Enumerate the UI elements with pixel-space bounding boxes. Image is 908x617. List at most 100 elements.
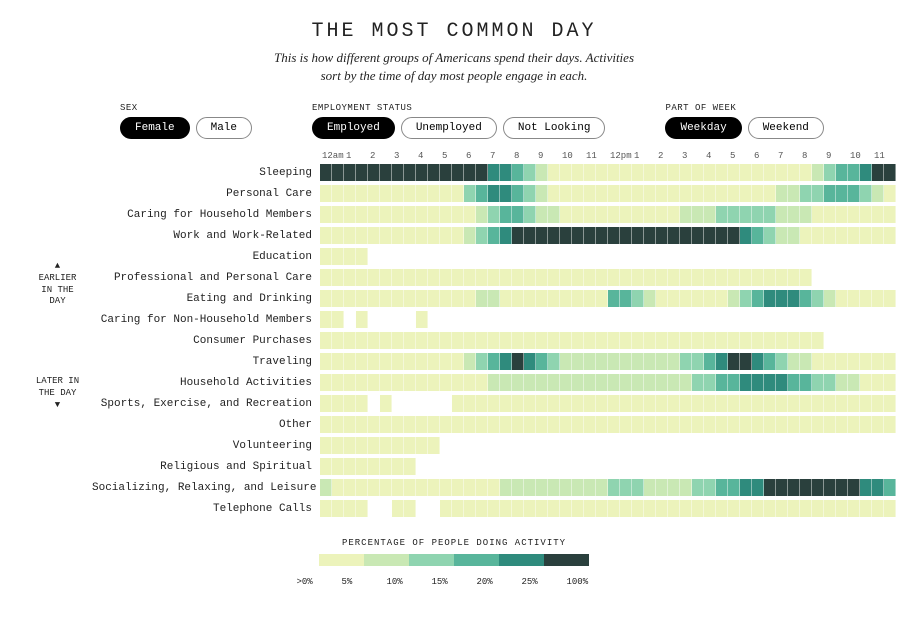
heatmap-cell (836, 311, 848, 328)
heatmap-cell (332, 437, 344, 454)
heatmap-cell (788, 500, 800, 517)
heatmap-cell (380, 374, 392, 391)
activity-label: Sports, Exercise, and Recreation (92, 398, 320, 410)
heatmap-cell (440, 206, 452, 223)
heatmap-cell (740, 479, 752, 496)
heatmap-cell (656, 164, 668, 181)
heatmap-cell (776, 458, 788, 475)
heatmap-cell (620, 206, 632, 223)
heatmap-cell (776, 479, 788, 496)
filter-group-employment: EMPLOYMENT STATUS Employed Unemployed Not … (312, 103, 605, 139)
pill-week-weekday[interactable]: Weekday (665, 117, 741, 139)
heatmap-cell (860, 395, 872, 412)
heatmap-cell (752, 269, 764, 286)
heatmap-cell (356, 248, 368, 265)
heatmap-cell (428, 416, 440, 433)
heatmap-cell (656, 395, 668, 412)
heatmap-cell (620, 290, 632, 307)
heatmap-cell (488, 353, 500, 370)
heatmap-cell (680, 416, 692, 433)
heatmap-cell (728, 395, 740, 412)
heatmap-cell (692, 290, 704, 307)
heatmap-cell (644, 290, 656, 307)
heatmap-cell (536, 479, 548, 496)
heatmap-cell (452, 227, 464, 244)
heatmap-cell (380, 500, 392, 517)
heatmap-cell (344, 332, 356, 349)
heatmap-cell (416, 290, 428, 307)
heatmap-cell (860, 185, 872, 202)
heatmap-cell (536, 290, 548, 307)
heatmap-cell (536, 458, 548, 475)
heatmap-cell (752, 206, 764, 223)
heatmap-cell (572, 353, 584, 370)
heatmap-cell (716, 164, 728, 181)
pill-employment-employed[interactable]: Employed (312, 117, 395, 139)
heatmap-cell (356, 227, 368, 244)
heatmap-cell (656, 479, 668, 496)
heatmap-cell (812, 479, 824, 496)
pill-week-weekend[interactable]: Weekend (748, 117, 824, 139)
heatmap-cell (488, 416, 500, 433)
heatmap-cell (452, 437, 464, 454)
pill-sex-female[interactable]: Female (120, 117, 190, 139)
heatmap-cell (440, 248, 452, 265)
heatmap-cell (356, 374, 368, 391)
heatmap-cell (752, 437, 764, 454)
heatmap-cell (380, 353, 392, 370)
heatmap-cell (500, 353, 512, 370)
heatmap-cell (824, 332, 836, 349)
heatmap-cell (824, 290, 836, 307)
hour-tick: 3 (682, 151, 706, 161)
heatmap-cell (752, 332, 764, 349)
heatmap-cell (404, 374, 416, 391)
heatmap-cell (740, 269, 752, 286)
heatmap-cell (524, 206, 536, 223)
heatmap-cell (692, 437, 704, 454)
heatmap-cell (740, 290, 752, 307)
heatmap-cell (452, 458, 464, 475)
heatmap-cell (752, 185, 764, 202)
heatmap-cell (380, 269, 392, 286)
heatmap-cell (848, 374, 860, 391)
activity-cells (320, 374, 896, 391)
heatmap-cell (632, 164, 644, 181)
heatmap-cell (512, 290, 524, 307)
heatmap-cell (560, 416, 572, 433)
heatmap-cell (488, 332, 500, 349)
heatmap-cell (380, 248, 392, 265)
heatmap-cell (680, 290, 692, 307)
heatmap-cell (380, 185, 392, 202)
heatmap-cell (524, 479, 536, 496)
heatmap-cell (788, 248, 800, 265)
heatmap-cell (368, 227, 380, 244)
side-earlier-l2: IN THE (30, 285, 85, 297)
heatmap-cell (368, 164, 380, 181)
activity-row: Sleeping (92, 163, 898, 182)
heatmap-cell (764, 269, 776, 286)
heatmap-cell (608, 311, 620, 328)
heatmap-cell (788, 290, 800, 307)
pill-employment-unemployed[interactable]: Unemployed (401, 117, 497, 139)
heatmap-cell (416, 353, 428, 370)
heatmap-cell (788, 353, 800, 370)
pill-employment-not-looking[interactable]: Not Looking (503, 117, 606, 139)
heatmap-cell (704, 227, 716, 244)
heatmap-cell (632, 227, 644, 244)
heatmap-cell (368, 290, 380, 307)
heatmap-cell (452, 353, 464, 370)
heatmap-cell (680, 206, 692, 223)
heatmap-rows: SleepingPersonal CareCaring for Househol… (92, 163, 898, 518)
heatmap-cell (800, 458, 812, 475)
heatmap-cell (680, 248, 692, 265)
heatmap-cell (764, 500, 776, 517)
heatmap-cell (632, 395, 644, 412)
activity-cells (320, 311, 896, 328)
heatmap-cell (560, 353, 572, 370)
filter-label-employment: EMPLOYMENT STATUS (312, 103, 605, 113)
heatmap-cell (368, 479, 380, 496)
heatmap-cell (884, 185, 896, 202)
heatmap-cell (848, 311, 860, 328)
heatmap-cell (320, 479, 332, 496)
pill-sex-male[interactable]: Male (196, 117, 252, 139)
